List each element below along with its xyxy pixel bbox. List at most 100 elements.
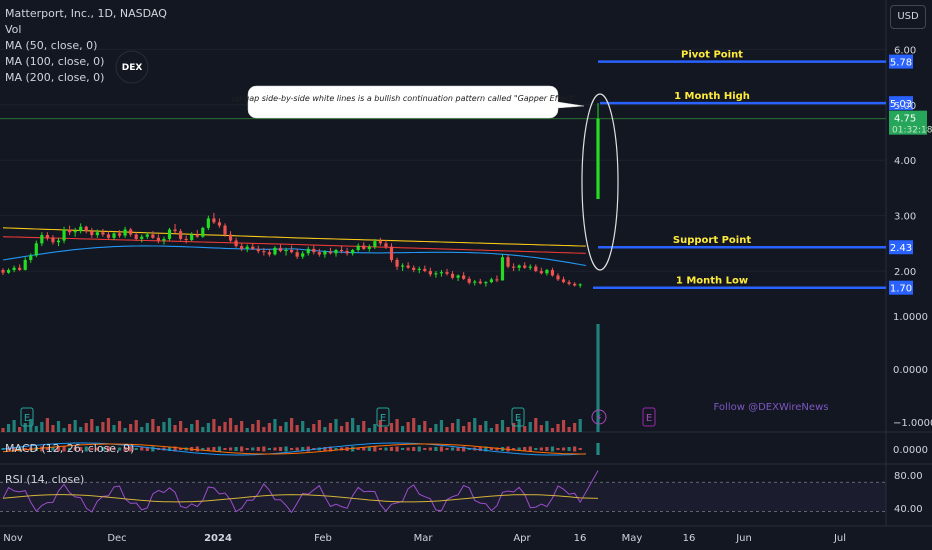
candle-body <box>112 233 116 238</box>
volume-bar <box>284 422 288 432</box>
macd-histogram-bar <box>401 448 405 450</box>
volume-bar <box>51 425 55 432</box>
volume-bar <box>251 424 255 432</box>
x-tick-label: Dec <box>107 533 126 544</box>
volume-bar <box>140 427 144 432</box>
volume-bar <box>6 424 11 432</box>
candle-body <box>312 248 316 253</box>
macd-histogram-bar <box>373 446 377 452</box>
macd-histogram-bar <box>201 448 205 450</box>
symbol-title: Matterport, Inc., 1D, NASDAQ <box>5 7 167 20</box>
volume-bar <box>478 425 482 432</box>
price-levels[interactable]: Pivot Point 5.78 1 Month High 5.03 Support P… <box>593 50 913 295</box>
candle-body <box>351 250 355 254</box>
macd-histogram-bar <box>273 447 277 451</box>
volume-bar <box>567 427 571 432</box>
volume-bar <box>245 428 249 432</box>
level-badge-1 <box>889 96 913 111</box>
volume-bar <box>201 427 205 432</box>
volume-bar <box>45 418 49 432</box>
volume-bar <box>62 428 66 432</box>
volume-bar <box>450 423 455 432</box>
x-tick-label: 16 <box>574 533 587 544</box>
candle-body <box>406 265 410 268</box>
volume-legend: Vol <box>5 23 22 36</box>
volume-tick-label: 1.0000 <box>893 312 928 323</box>
candle-body <box>29 255 33 260</box>
macd-histogram-bar <box>228 447 233 451</box>
macd-histogram-bar <box>412 447 416 451</box>
volume-bar <box>34 426 38 432</box>
candle-body <box>323 251 327 255</box>
candlestick-series[interactable] <box>1 103 600 288</box>
volume-bar <box>195 420 199 432</box>
candle-body <box>179 231 183 239</box>
candle-body <box>445 272 449 274</box>
macd-histogram-bar <box>339 447 344 451</box>
callout-bubble <box>247 85 585 119</box>
volume-bar <box>596 324 600 432</box>
rsi-legend: RSI (14, close) <box>5 473 84 486</box>
last-price-text: 4.75 <box>894 114 916 125</box>
macd-histogram-bar <box>117 447 122 451</box>
ma100-legend: MA (100, close, 0) <box>5 55 105 68</box>
candle-body <box>123 229 127 236</box>
candle-body <box>201 227 205 237</box>
volume-bar <box>339 426 344 432</box>
currency-button[interactable]: USD <box>890 5 926 29</box>
macd-histogram-bar <box>223 448 227 450</box>
rsi-tick-label: 40.00 <box>894 504 923 515</box>
candle-body <box>40 235 44 244</box>
x-tick-label: Jun <box>735 533 752 544</box>
candle-body <box>190 234 194 241</box>
macd-histogram-bar <box>40 446 44 452</box>
candle-body <box>240 246 244 249</box>
candle-body <box>417 268 421 270</box>
macd-histogram-bar <box>323 447 327 451</box>
macd-histogram-bar <box>106 446 111 452</box>
level-badge-text-3: 1.70 <box>890 284 912 295</box>
volume-bar <box>117 421 122 432</box>
candle-body <box>12 267 16 270</box>
macd-histogram-bar <box>195 446 199 452</box>
macd-histogram-bar <box>95 447 99 451</box>
volume-bar <box>462 426 466 432</box>
volume-bar <box>401 426 405 432</box>
earnings-marker <box>376 407 390 427</box>
candle-body <box>489 279 493 283</box>
volume-bar <box>73 420 77 432</box>
volume-bar <box>267 423 271 432</box>
candle-body <box>84 226 88 232</box>
x-tick-label: 16 <box>683 533 696 544</box>
candle-body <box>306 248 310 254</box>
signal-line <box>2 443 586 455</box>
volume-bar <box>134 420 138 432</box>
candle-body <box>267 252 271 255</box>
volume-bar <box>484 421 488 432</box>
macd-histogram-bar <box>84 446 88 452</box>
candle-body <box>34 243 38 256</box>
macd-histogram-bar <box>278 447 283 451</box>
volume-bar <box>68 424 72 432</box>
volume-histogram <box>1 324 600 432</box>
volume-bar <box>473 418 477 432</box>
volume-bar <box>523 426 527 432</box>
candle-body <box>550 269 555 276</box>
candle-body <box>79 226 83 232</box>
volume-bar <box>423 421 427 432</box>
volume-bar <box>56 421 61 432</box>
volume-bar <box>317 420 321 432</box>
candle-body <box>395 259 399 267</box>
volume-bar <box>173 425 177 432</box>
grid <box>0 0 932 527</box>
volume-bar <box>84 423 88 432</box>
macd-histogram-bar <box>489 448 493 450</box>
candle-body <box>345 251 349 254</box>
volume-bar <box>467 422 471 432</box>
volume-bar <box>556 424 560 432</box>
earnings-marker-text: E <box>380 413 386 424</box>
rsi-tick-label: 80.00 <box>894 471 923 482</box>
candle-body <box>401 265 405 267</box>
